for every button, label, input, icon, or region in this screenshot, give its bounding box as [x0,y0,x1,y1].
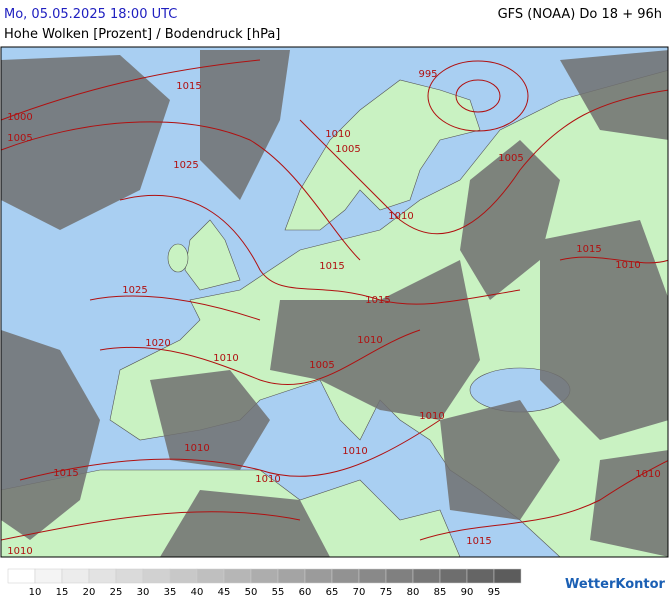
land [184,219,241,291]
legend-swatch [223,568,252,584]
isobar-label: 1015 [466,536,491,547]
isobar-label: 1015 [176,81,201,92]
isobar-label: 1020 [145,338,170,349]
legend-label: 40 [191,587,204,598]
legend-label: 25 [110,587,123,598]
legend-label: 80 [407,587,420,598]
isobar-label: 1010 [7,546,32,557]
legend-swatch [142,568,171,584]
legend-swatch [493,568,522,584]
legend-label: 90 [461,587,474,598]
legend-swatch [412,568,441,584]
legend-label: 95 [488,587,501,598]
isobar-label: 1025 [122,285,147,296]
isobar-label: 1005 [498,153,523,164]
legend-swatch [7,568,36,584]
model-run: GFS (NOAA) Do 18 + 96h [498,7,662,22]
legend-swatch [385,568,414,584]
legend-swatch [358,568,387,584]
isobar-label: 1015 [53,468,78,479]
legend-swatch [34,568,63,584]
legend-swatch [88,568,117,584]
legend-swatch [250,568,279,584]
brand: WetterKontor [565,577,666,592]
legend-label: 65 [326,587,339,598]
map-frame [0,46,669,558]
legend-label: 55 [272,587,285,598]
isobar-label: 1015 [365,295,390,306]
legend-label: 85 [434,587,447,598]
isobar-label: 1015 [319,261,344,272]
legend-swatch [115,568,144,584]
legend-label: 75 [380,587,393,598]
isobar-label: 1005 [309,360,334,371]
legend-swatch [304,568,333,584]
isobar-label: 1010 [325,129,350,140]
legend-label: 10 [29,587,42,598]
isobars [1,59,668,541]
legend-swatch [466,568,495,584]
isobar-label: 995 [418,69,437,80]
legend: 10 15 20 25 30 35 40 45 50 55 60 65 70 75 80 85 90 95 [7,568,522,598]
isobar-label: 1010 [357,335,382,346]
legend-swatch [196,568,225,584]
legend-swatch [277,568,306,584]
map: 995 1015 1000 1005 1010 1005 1025 1005 1010 1015 1… [0,46,669,558]
legend-swatch [331,568,360,584]
isobar-label: 1010 [635,469,660,480]
isobar-label: 1010 [342,446,367,457]
legend-label: 15 [56,587,69,598]
legend-swatch [169,568,198,584]
legend-swatch [439,568,468,584]
land [284,79,481,231]
legend-label: 45 [218,587,231,598]
datetime: Mo, 05.05.2025 18:00 UTC [4,7,177,22]
isobar-label: 1010 [388,211,413,222]
isobar-label: 1010 [184,443,209,454]
land [167,243,189,273]
subtitle: Hohe Wolken [Prozent] / Bodendruck [hPa] [4,27,280,42]
legend-label: 20 [83,587,96,598]
legend-label: 70 [353,587,366,598]
clouds [1,50,668,557]
isobar-label: 1010 [419,411,444,422]
isobar-label: 1015 [576,244,601,255]
isobar-label: 1010 [255,474,280,485]
isobar-label: 1010 [615,260,640,271]
isobar-label: 1005 [335,144,360,155]
legend-label: 35 [164,587,177,598]
legend-label: 50 [245,587,258,598]
isobar-label: 1025 [173,160,198,171]
isobar-label: 1000 [7,112,32,123]
legend-label: 60 [299,587,312,598]
isobar-label: 1005 [7,133,32,144]
legend-swatch [61,568,90,584]
legend-label: 30 [137,587,150,598]
isobar-label: 1010 [213,353,238,364]
